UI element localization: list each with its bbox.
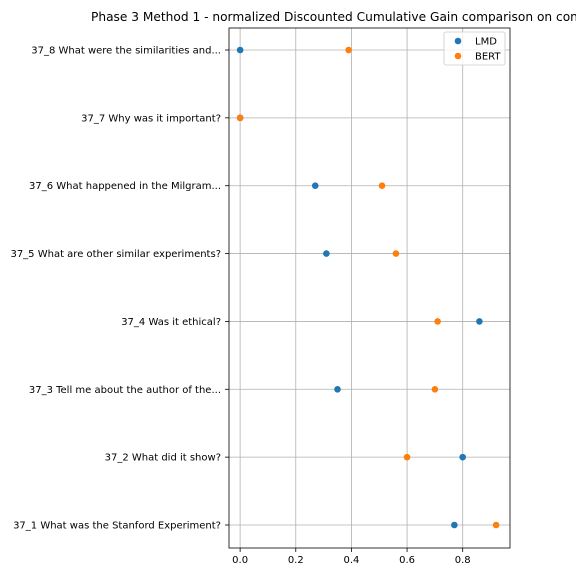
point-bert (431, 385, 439, 393)
point-bert (345, 46, 352, 54)
x-tick-label: 0.8 (455, 555, 471, 566)
legend-label-lmd: LMD (475, 37, 497, 48)
point-lmd (311, 182, 319, 190)
y-tick-label: 37_4 Was it ethical? (121, 317, 221, 328)
point-lmd (459, 453, 467, 461)
y-tick-label: 37_7 Why was it important? (81, 113, 221, 124)
y-tick-label: 37_2 What did it show? (105, 453, 221, 464)
y-tick-label: 37_5 What are other similar experiments? (10, 249, 221, 260)
plot-frame (228, 27, 511, 549)
point-lmd (334, 385, 341, 393)
y-tick-label: 37_3 Tell me about the author of the... (29, 385, 221, 396)
point-lmd (323, 250, 330, 257)
point-bert (492, 521, 500, 529)
x-tick-label: 0.2 (288, 555, 304, 566)
data-points (236, 46, 500, 529)
y-tick-label: 37_6 What happened in the Milgram... (29, 181, 221, 192)
y-tick-label: 37_1 What was the Stanford Experiment? (13, 521, 221, 532)
x-tick-label: 0.4 (343, 555, 359, 566)
grid-lines (229, 28, 510, 548)
point-lmd (451, 521, 458, 529)
point-lmd (236, 46, 244, 54)
legend-label-bert: BERT (475, 52, 501, 63)
point-bert (403, 453, 411, 461)
legend-marker-bert (454, 52, 462, 60)
y-tick-label: 37_8 What were the similarities and... (31, 46, 221, 57)
x-axis-ticks: 0.0 0.2 0.4 0.6 0.8 (232, 548, 471, 566)
x-tick-label: 0.6 (399, 555, 415, 566)
point-lmd (476, 318, 483, 325)
chart-title: Phase 3 Method 1 - normalized Discounted… (91, 10, 576, 24)
point-bert (392, 250, 400, 257)
point-bert (434, 318, 441, 325)
point-bert (378, 182, 386, 190)
x-tick-label: 0.0 (232, 555, 248, 566)
y-axis-ticks: 37_1 What was the Stanford Experiment? 37… (10, 46, 229, 532)
legend: LMD BERT (443, 31, 506, 66)
point-bert (236, 114, 244, 122)
legend-marker-lmd (454, 37, 462, 45)
